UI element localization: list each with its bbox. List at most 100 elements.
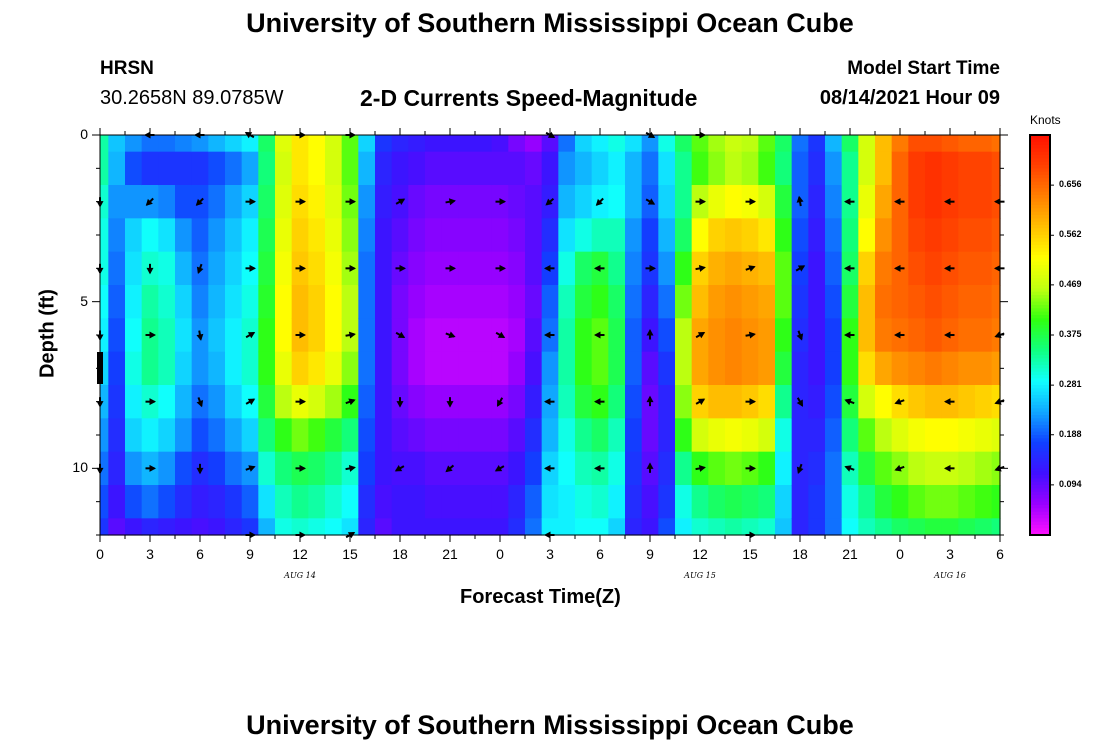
- heatmap-cell: [308, 251, 326, 286]
- heatmap-cell: [975, 135, 993, 153]
- colorbar-swatch: [1030, 421, 1050, 426]
- colorbar-swatch: [1030, 348, 1050, 353]
- heatmap-cell: [291, 151, 309, 186]
- heatmap-cell: [958, 218, 976, 253]
- colorbar-swatch: [1030, 285, 1050, 289]
- heatmap-cell: [125, 185, 143, 219]
- colorbar-swatch: [1030, 501, 1050, 506]
- heatmap-cell: [291, 485, 309, 519]
- current-arrow: [894, 331, 905, 339]
- station-name: HRSN: [100, 58, 154, 79]
- heatmap-cell: [775, 151, 793, 186]
- y-tick-label: 0: [80, 126, 88, 142]
- current-arrow: [594, 264, 605, 272]
- heatmap-cell: [825, 218, 843, 253]
- heatmap-cell: [641, 218, 659, 253]
- colorbar-swatch: [1030, 341, 1050, 346]
- heatmap-cell: [441, 218, 459, 253]
- heatmap-cell: [525, 285, 543, 319]
- colorbar-swatch: [1030, 148, 1050, 153]
- heatmap-cell: [691, 418, 709, 453]
- heatmap-cell: [858, 351, 876, 386]
- heatmap-cell: [308, 151, 326, 186]
- heatmap-cell: [375, 351, 393, 386]
- heatmap-cell: [875, 385, 893, 419]
- colorbar-swatch: [1030, 195, 1050, 199]
- x-tick-label: 15: [342, 546, 358, 562]
- heatmap-cell: [808, 185, 826, 219]
- current-arrow: [245, 331, 256, 339]
- heatmap-cell: [658, 518, 676, 536]
- current-arrow: [944, 398, 955, 406]
- heatmap-cell: [100, 135, 109, 153]
- heatmap-cell: [958, 251, 976, 286]
- colorbar-tick-label: 0.281: [1059, 379, 1082, 390]
- x-tick-label: 15: [742, 546, 758, 562]
- heatmap-cell: [941, 418, 959, 453]
- heatmap-cell: [158, 351, 176, 386]
- colorbar-swatch: [1030, 238, 1050, 243]
- colorbar-swatch: [1030, 395, 1050, 399]
- heatmap-cell: [325, 451, 343, 486]
- heatmap-cell: [675, 185, 693, 219]
- colorbar-swatch: [1030, 208, 1050, 213]
- heatmap-cell: [341, 518, 359, 536]
- colorbar-swatch: [1030, 381, 1050, 386]
- heatmap-cell: [158, 251, 176, 286]
- model-start-label: Model Start Time: [847, 58, 1000, 79]
- heatmap-cell: [100, 418, 109, 453]
- heatmap-cell: [841, 218, 859, 253]
- heatmap-cell: [275, 485, 293, 519]
- current-arrow: [295, 198, 306, 206]
- heatmap-cell: [958, 451, 976, 486]
- current-arrow: [445, 264, 456, 272]
- heatmap-cell: [391, 351, 409, 386]
- heatmap-cell: [758, 318, 776, 353]
- heatmap-cell: [525, 218, 543, 253]
- current-arrow: [295, 464, 306, 472]
- heatmap-cell: [508, 385, 526, 419]
- heatmap-cell: [391, 218, 409, 253]
- current-arrow: [245, 398, 256, 405]
- heatmap-cell: [791, 218, 809, 253]
- colorbar-swatch: [1030, 205, 1050, 209]
- heatmap-cell: [558, 151, 576, 186]
- heatmap-cell: [741, 351, 759, 386]
- heatmap-cell: [825, 185, 843, 219]
- heatmap-cell: [758, 285, 776, 319]
- heatmap-cell: [858, 318, 876, 353]
- heatmap-cell: [125, 151, 143, 186]
- current-arrow: [646, 462, 654, 473]
- colorbar-swatch: [1030, 338, 1050, 343]
- heatmap-cell: [891, 151, 909, 186]
- heatmap-cell: [658, 135, 676, 153]
- heatmap-cell: [241, 518, 259, 536]
- heatmap-cell: [258, 351, 276, 386]
- colorbar-swatch: [1030, 178, 1050, 183]
- colorbar-swatch: [1030, 138, 1050, 143]
- heatmap-cell: [758, 418, 776, 453]
- heatmap-cell: [175, 185, 193, 219]
- heatmap-cell: [408, 451, 426, 486]
- heatmap-cell: [791, 151, 809, 186]
- current-arrow: [894, 398, 905, 405]
- heatmap-cell: [225, 135, 243, 153]
- heatmap-cell: [258, 285, 276, 319]
- heatmap-cell: [241, 285, 259, 319]
- heatmap-cell: [858, 451, 876, 486]
- heatmap-cell: [225, 518, 243, 536]
- heatmap-cell: [558, 218, 576, 253]
- heatmap-cell: [625, 385, 643, 419]
- heatmap-cell: [925, 351, 943, 386]
- current-arrow: [844, 331, 855, 339]
- heatmap-cell: [375, 451, 393, 486]
- heatmap-cell: [775, 418, 793, 453]
- current-arrow: [745, 331, 756, 339]
- x-axis-label: Forecast Time(Z): [460, 586, 621, 608]
- heatmap-cell: [708, 351, 726, 386]
- colorbar-swatch: [1030, 181, 1050, 186]
- colorbar-tick-label: 0.562: [1059, 229, 1082, 240]
- heatmap-cell: [908, 151, 926, 186]
- heatmap-cell: [558, 318, 576, 353]
- heatmap-cell: [975, 351, 993, 386]
